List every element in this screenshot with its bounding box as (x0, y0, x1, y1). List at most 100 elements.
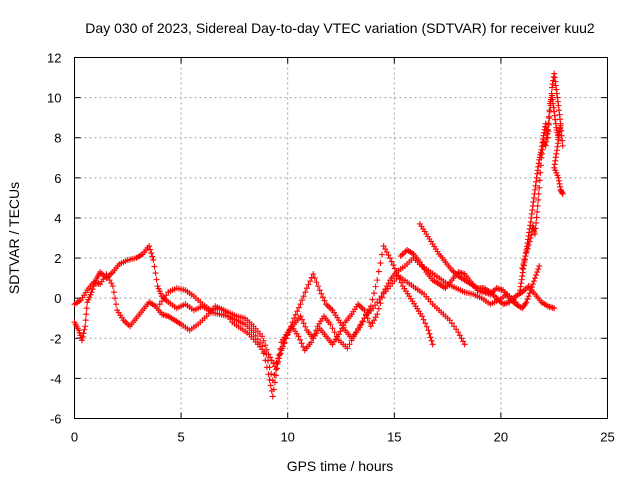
data-point (371, 290, 378, 297)
data-point (88, 289, 95, 296)
data-point (103, 271, 110, 278)
data-point (524, 245, 531, 252)
data-point (156, 301, 163, 308)
data-point (259, 333, 266, 340)
data-point (299, 316, 306, 323)
data-point (356, 324, 363, 331)
data-point (367, 323, 374, 330)
data-point (161, 295, 168, 302)
x-tick-label: 20 (494, 430, 508, 445)
data-point (544, 126, 551, 133)
data-point (289, 319, 296, 326)
data-point (297, 313, 304, 320)
data-point (319, 294, 326, 301)
data-point (530, 278, 537, 285)
data-point (305, 281, 312, 288)
data-point (267, 354, 274, 361)
data-point (316, 287, 323, 294)
data-point (262, 342, 269, 349)
series-track-e (397, 247, 543, 312)
data-point (299, 297, 306, 304)
data-point (366, 306, 373, 313)
data-point (300, 320, 307, 327)
data-point (533, 214, 540, 221)
data-point (294, 308, 301, 315)
data-point (367, 303, 374, 310)
y-tick-label: 4 (54, 211, 61, 226)
data-point (295, 304, 302, 311)
data-point (448, 320, 455, 327)
data-point (374, 277, 381, 284)
data-point (383, 249, 390, 256)
data-point (266, 364, 273, 371)
data-point (377, 260, 384, 267)
data-point (307, 278, 314, 285)
data-point (393, 269, 400, 276)
data-point (423, 323, 430, 330)
data-point (147, 246, 154, 253)
data-point (526, 290, 533, 297)
data-point (361, 315, 368, 322)
data-point (270, 360, 277, 367)
data-point (559, 190, 566, 197)
data-point (163, 292, 170, 299)
data-point (303, 285, 310, 292)
data-point (559, 142, 566, 149)
data-point (559, 137, 566, 144)
data-point (523, 299, 530, 306)
data-point (302, 323, 309, 330)
data-point (533, 219, 540, 226)
data-point (344, 345, 351, 352)
data-point (527, 287, 534, 294)
x-tick-label: 5 (177, 430, 184, 445)
data-point (267, 382, 274, 389)
x-tick-labels: 0 5 10 15 20 25 (71, 430, 615, 445)
data-point (148, 250, 155, 257)
y-axis-label: SDTVAR / TECUs (6, 182, 22, 294)
data-point (291, 315, 298, 322)
series-track-b (71, 271, 468, 384)
data-point (271, 363, 278, 370)
data-point (523, 249, 530, 256)
data-point (112, 295, 119, 302)
data-point (268, 357, 275, 364)
data-point (269, 393, 276, 400)
data-point (453, 326, 460, 333)
data-point (524, 296, 531, 303)
data-point (391, 265, 398, 272)
y-tick-label: 0 (54, 291, 61, 306)
y-tick-label: -4 (50, 371, 62, 386)
data-point (535, 196, 542, 203)
data-point (535, 266, 542, 273)
data-point (295, 333, 302, 340)
data-point (532, 225, 539, 232)
data-point (535, 190, 542, 197)
data-point (311, 275, 318, 282)
data-point (534, 269, 541, 276)
data-point (260, 337, 267, 344)
data-point (80, 330, 87, 337)
data-point (358, 321, 365, 328)
data-point (83, 305, 90, 312)
data-point (318, 290, 325, 297)
data-point (372, 283, 379, 290)
data-point (311, 331, 318, 338)
y-tick-label: 6 (54, 171, 61, 186)
y-tick-label: 2 (54, 251, 61, 266)
data-point (315, 283, 322, 290)
data-point (537, 169, 544, 176)
data-point (534, 208, 541, 215)
data-point (110, 289, 117, 296)
data-point (275, 355, 282, 362)
data-point (78, 337, 85, 344)
y-tick-labels: -6 -4 -2 0 2 4 6 8 10 12 (47, 51, 61, 427)
data-point (461, 341, 468, 348)
data-point (425, 327, 432, 334)
data-point (374, 311, 381, 318)
data-point (536, 263, 543, 270)
data-point (327, 321, 334, 328)
data-point (396, 276, 403, 283)
data-point (388, 258, 395, 265)
plot-frame (74, 57, 608, 419)
data-point (379, 251, 386, 258)
